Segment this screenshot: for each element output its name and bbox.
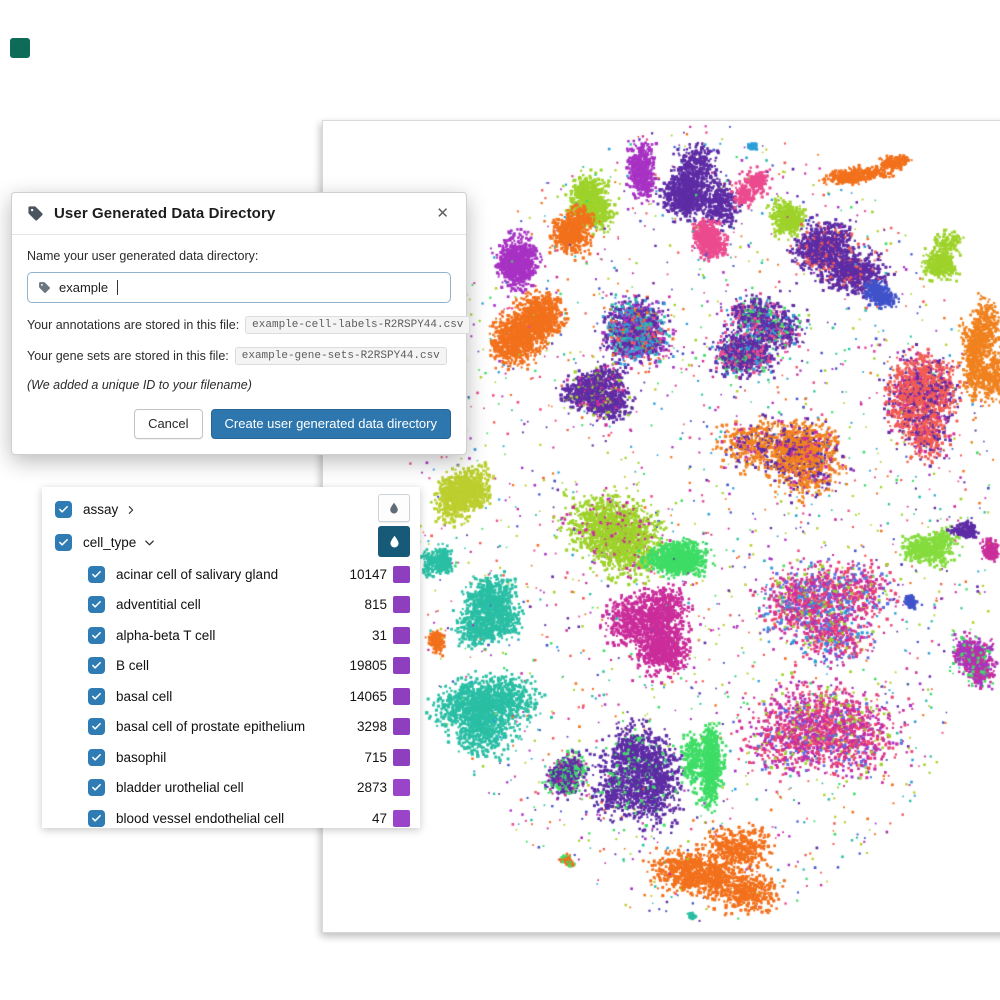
chevron-down-icon (144, 537, 155, 548)
category-label: adventitial cell (116, 597, 201, 613)
category-rows: acinar cell of salivary gland 10147 adve… (42, 559, 420, 828)
checkbox-checked[interactable] (88, 779, 105, 797)
dialog-buttons: Cancel Create user generated data direct… (27, 409, 451, 439)
checkbox-checked[interactable] (88, 626, 105, 644)
tag-icon (27, 205, 44, 222)
category-count: 47 (371, 810, 387, 826)
checkbox-checked[interactable] (88, 748, 105, 766)
colorby-drop-button-active[interactable] (378, 526, 410, 557)
checkbox-checked[interactable] (88, 687, 105, 705)
user-data-directory-dialog: User Generated Data Directory ✕ Name you… (11, 192, 471, 455)
group-label: assay (83, 502, 119, 517)
color-swatch[interactable] (393, 748, 410, 766)
category-count: 10147 (349, 566, 387, 582)
directory-name-input[interactable]: example (27, 272, 451, 303)
genesets-file-row: Your gene sets are stored in this file: … (27, 347, 451, 365)
categories-panel: assay cell_type acinar cell of salivary … (42, 487, 420, 828)
chevron-right-icon (126, 505, 136, 515)
category-row[interactable]: basal cell 14065 (42, 681, 420, 712)
checkbox-checked[interactable] (55, 501, 72, 518)
category-row[interactable]: bladder urothelial cell 2873 (42, 773, 420, 804)
annotations-file-label: Your annotations are stored in this file… (27, 318, 240, 332)
category-row[interactable]: blood vessel endothelial cell 47 (42, 803, 420, 828)
color-swatch[interactable] (393, 687, 410, 705)
color-swatch[interactable] (393, 809, 410, 827)
category-row[interactable]: acinar cell of salivary gland 10147 (42, 559, 420, 590)
genesets-file-label: Your gene sets are stored in this file: (27, 349, 229, 363)
close-icon[interactable]: ✕ (436, 205, 449, 222)
category-row[interactable]: basophil 715 (42, 742, 420, 773)
color-swatch[interactable] (393, 596, 410, 614)
genesets-file-name: example-gene-sets-R2RSPY44.csv (234, 347, 447, 365)
color-swatch[interactable] (393, 779, 410, 797)
category-count: 715 (364, 749, 387, 765)
color-swatch[interactable] (393, 626, 410, 644)
text-cursor (117, 280, 119, 295)
checkbox-checked[interactable] (88, 596, 105, 614)
category-count: 2873 (356, 780, 387, 796)
category-label: blood vessel endothelial cell (116, 810, 285, 826)
color-swatch[interactable] (393, 565, 410, 583)
category-group-cell-type[interactable]: cell_type (42, 526, 420, 559)
annotations-file-row: Your annotations are stored in this file… (27, 316, 471, 334)
checkbox-checked[interactable] (55, 534, 72, 551)
color-swatch[interactable] (393, 657, 410, 675)
directory-name-value: example (59, 280, 109, 295)
category-label: basal cell (116, 688, 173, 704)
category-count: 31 (371, 627, 387, 643)
dialog-header: User Generated Data Directory ✕ (12, 193, 466, 235)
checkbox-checked[interactable] (88, 718, 105, 736)
cancel-button[interactable]: Cancel (134, 409, 203, 439)
category-group-assay[interactable]: assay (42, 493, 420, 526)
dialog-body: Name your user generated data directory:… (12, 235, 471, 454)
category-label: basophil (116, 749, 167, 765)
checkbox-checked[interactable] (88, 657, 105, 675)
logo-square (10, 38, 30, 58)
category-label: alpha-beta T cell (116, 627, 216, 643)
category-row[interactable]: alpha-beta T cell 31 (42, 620, 420, 651)
color-swatch[interactable] (393, 718, 410, 736)
annotations-file-name: example-cell-labels-R2RSPY44.csv (245, 316, 471, 334)
category-row[interactable]: adventitial cell 815 (42, 590, 420, 621)
category-count: 14065 (349, 688, 387, 704)
category-label: B cell (116, 658, 150, 674)
dialog-title: User Generated Data Directory (54, 205, 276, 222)
category-count: 19805 (349, 658, 387, 674)
checkbox-checked[interactable] (88, 809, 105, 827)
category-count: 3298 (356, 719, 387, 735)
colorby-drop-button[interactable] (378, 494, 410, 522)
category-label: bladder urothelial cell (116, 780, 244, 796)
group-label: cell_type (83, 535, 137, 550)
create-directory-button[interactable]: Create user generated data directory (210, 409, 451, 439)
category-label: acinar cell of salivary gland (116, 566, 279, 582)
checkbox-checked[interactable] (88, 565, 105, 583)
category-row[interactable]: basal cell of prostate epithelium 3298 (42, 712, 420, 743)
tag-icon (38, 281, 51, 294)
unique-id-note: (We added a unique ID to your filename) (27, 378, 252, 392)
category-count: 815 (364, 597, 387, 613)
category-row[interactable]: B cell 19805 (42, 651, 420, 682)
directory-name-label: Name your user generated data directory: (27, 249, 259, 263)
category-label: basal cell of prostate epithelium (116, 719, 306, 735)
